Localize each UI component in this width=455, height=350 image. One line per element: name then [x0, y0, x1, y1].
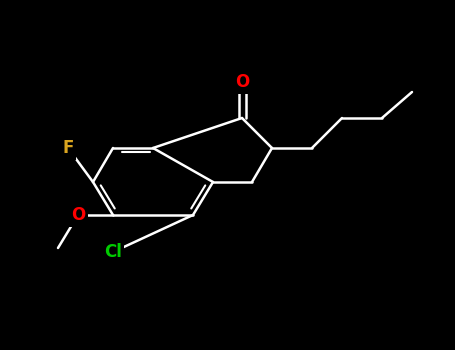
Text: O: O [235, 73, 249, 91]
Text: F: F [62, 139, 74, 157]
Text: O: O [71, 206, 85, 224]
Text: Cl: Cl [104, 243, 122, 261]
